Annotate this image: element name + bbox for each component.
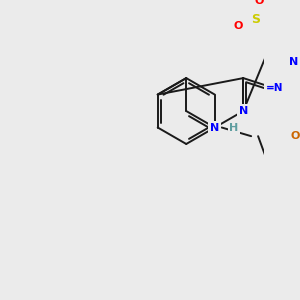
Text: N: N [290,57,298,67]
Text: S: S [251,13,260,26]
Text: O: O [255,0,264,6]
Text: N: N [210,122,219,133]
Text: O: O [233,21,243,31]
Text: N: N [239,106,248,116]
Text: O: O [291,131,300,141]
Text: =N: =N [266,83,284,93]
Text: H: H [229,122,239,133]
